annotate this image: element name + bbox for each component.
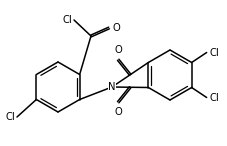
Text: N: N [108, 82, 115, 92]
Text: O: O [114, 107, 121, 117]
Text: Cl: Cl [209, 93, 218, 102]
Text: O: O [114, 45, 121, 55]
Text: O: O [113, 23, 120, 33]
Text: Cl: Cl [62, 15, 72, 25]
Text: Cl: Cl [5, 112, 15, 122]
Text: Cl: Cl [209, 47, 218, 58]
